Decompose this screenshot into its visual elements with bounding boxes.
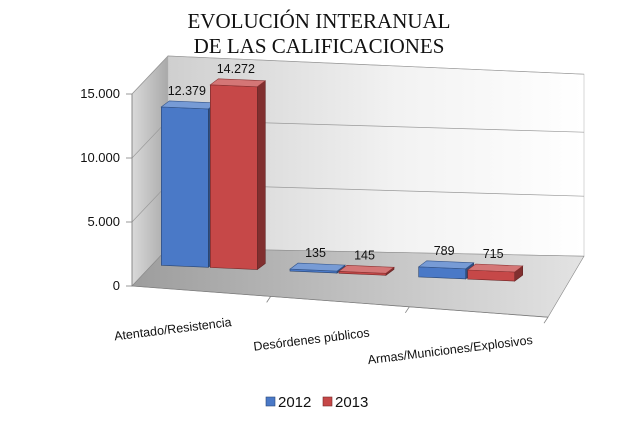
bar-top [338,264,395,274]
legend-swatch [265,396,276,407]
value-label: 789 [434,244,455,258]
chart-title: EVOLUCIÓN INTERANUAL DE LAS CALIFICACION… [187,9,450,58]
legend: 2012 2013 [265,394,368,411]
x-tick-mark [543,316,549,324]
x-tick-label: Desórdenes públicos [253,326,371,354]
y-axis: 0 5.000 10.000 15.000 [80,86,133,293]
value-label: 135 [305,246,326,260]
bar-top [466,263,524,273]
x-tick-label: Armas/Municiones/Explosivos [367,333,534,367]
bar-2012-1 [289,262,346,274]
chart-title-line-2: DE LAS CALIFICACIONES [194,34,445,58]
bar-2013-0 [209,78,267,271]
bar-front [161,106,209,268]
y-tick-label: 15.000 [80,86,120,101]
value-label: 715 [483,247,504,261]
legend-label: 2012 [278,394,311,411]
value-label: 14.272 [217,62,255,76]
bar-top [289,262,346,272]
bar-2012-0 [160,100,218,268]
bar-2013-2 [466,263,524,282]
legend-label: 2013 [335,394,368,411]
bar-top [209,78,267,88]
bar-side [256,80,266,271]
y-tick-label: 10.000 [80,150,120,165]
x-tick-label: Atentado/Resistencia [113,315,232,343]
x-axis-line [131,285,549,318]
bar-2013-1 [338,264,395,276]
value-label: 145 [354,248,375,262]
y-tick-label: 5.000 [87,214,120,229]
bar-2012-2 [417,260,475,280]
bar-front [210,84,258,270]
gridline [131,55,585,95]
value-label: 12.379 [168,84,206,98]
y-tick-label: 0 [113,278,120,293]
bar-top [417,260,475,270]
bars [160,78,524,282]
value-labels: 12.379 14.272 135 145 789 715 [168,62,504,262]
x-tick-mark [266,296,271,303]
chart-title-line-1: EVOLUCIÓN INTERANUAL [187,9,450,33]
legend-swatch [322,396,333,407]
x-tick-mark [405,306,410,314]
